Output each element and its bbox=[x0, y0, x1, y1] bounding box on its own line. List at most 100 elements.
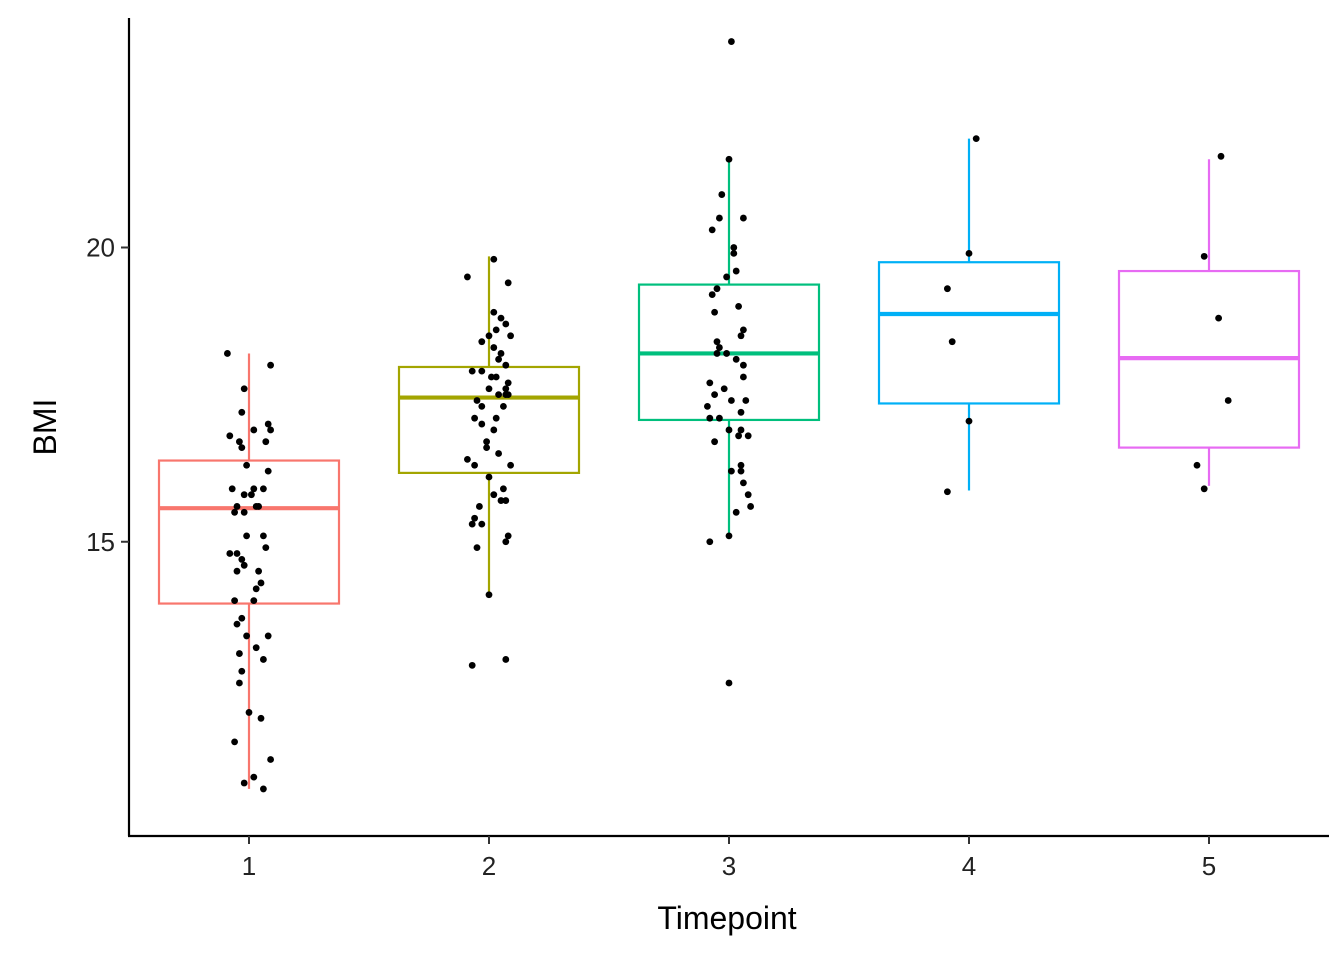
data-point bbox=[243, 532, 251, 540]
data-point bbox=[728, 397, 735, 404]
y-axis-title: BMI bbox=[27, 399, 63, 456]
data-point bbox=[243, 461, 251, 469]
data-point bbox=[231, 738, 239, 746]
data-point bbox=[236, 650, 243, 657]
data-point bbox=[238, 408, 246, 416]
data-point bbox=[502, 656, 510, 663]
data-point bbox=[744, 432, 752, 440]
data-point bbox=[718, 191, 726, 198]
data-point bbox=[243, 632, 251, 640]
data-point bbox=[725, 426, 733, 434]
boxes-layer bbox=[157, 138, 1301, 789]
data-point bbox=[473, 397, 481, 404]
data-point bbox=[264, 632, 272, 640]
data-point bbox=[740, 361, 747, 369]
data-point bbox=[478, 367, 486, 375]
data-point bbox=[257, 714, 265, 722]
x-tick-label: 1 bbox=[242, 851, 256, 881]
data-point bbox=[732, 355, 740, 363]
data-point bbox=[262, 438, 270, 446]
points-group-1 bbox=[224, 350, 274, 793]
data-point bbox=[706, 414, 714, 422]
data-point bbox=[732, 267, 740, 275]
data-point bbox=[965, 249, 973, 257]
points-group-2 bbox=[464, 255, 514, 669]
data-point bbox=[495, 450, 502, 457]
data-point bbox=[704, 403, 711, 410]
box-group-5 bbox=[1117, 159, 1301, 486]
box-group-1 bbox=[157, 353, 341, 789]
data-point bbox=[497, 314, 505, 322]
data-point bbox=[228, 485, 236, 493]
data-point bbox=[485, 591, 493, 599]
data-point bbox=[252, 585, 260, 593]
data-point bbox=[502, 538, 510, 546]
data-point bbox=[485, 473, 493, 481]
data-point bbox=[1215, 314, 1222, 322]
data-point bbox=[502, 497, 510, 504]
data-point bbox=[490, 255, 498, 263]
data-point bbox=[502, 385, 510, 393]
data-point bbox=[471, 514, 478, 522]
data-point bbox=[713, 350, 721, 357]
data-point bbox=[706, 379, 714, 387]
data-point bbox=[711, 308, 718, 316]
data-point bbox=[725, 679, 733, 687]
data-point bbox=[944, 285, 951, 293]
data-point bbox=[742, 397, 750, 404]
data-point bbox=[260, 485, 267, 493]
data-point bbox=[478, 520, 486, 528]
data-point bbox=[502, 320, 510, 328]
data-point bbox=[267, 756, 274, 763]
data-point bbox=[495, 355, 502, 363]
data-point bbox=[483, 444, 490, 451]
data-point bbox=[735, 432, 742, 440]
box-iqr bbox=[877, 261, 1061, 405]
data-point bbox=[224, 350, 231, 357]
points-group-3 bbox=[704, 38, 754, 687]
x-axis-title: Timepoint bbox=[657, 900, 796, 936]
data-point bbox=[245, 709, 253, 716]
data-point bbox=[478, 420, 486, 428]
data-point bbox=[716, 414, 723, 422]
data-point bbox=[267, 361, 274, 369]
data-point bbox=[708, 291, 716, 298]
data-point bbox=[737, 426, 745, 434]
data-point bbox=[250, 485, 258, 493]
data-point bbox=[473, 544, 481, 552]
points-group-4 bbox=[944, 135, 980, 496]
data-point bbox=[500, 403, 507, 410]
data-point bbox=[502, 391, 510, 399]
data-point bbox=[240, 779, 248, 787]
data-point bbox=[238, 667, 246, 675]
data-point bbox=[485, 332, 493, 340]
data-point bbox=[464, 455, 471, 463]
data-point bbox=[490, 426, 498, 434]
data-point bbox=[485, 385, 493, 393]
data-point bbox=[500, 485, 507, 493]
data-point bbox=[735, 302, 742, 310]
data-point bbox=[238, 444, 246, 451]
data-point bbox=[468, 520, 476, 528]
data-point bbox=[744, 491, 752, 499]
x-tick-label: 4 bbox=[962, 851, 976, 881]
data-point bbox=[713, 338, 721, 346]
box-iqr bbox=[397, 365, 581, 475]
data-point bbox=[747, 503, 754, 510]
data-point bbox=[240, 385, 248, 393]
data-point bbox=[504, 532, 512, 540]
data-point bbox=[497, 497, 505, 504]
data-point bbox=[732, 508, 740, 516]
data-point bbox=[740, 326, 747, 334]
y-tick-label: 20 bbox=[86, 233, 115, 263]
data-point bbox=[231, 508, 239, 516]
data-point bbox=[468, 661, 476, 669]
data-point bbox=[708, 226, 716, 234]
data-point bbox=[490, 491, 498, 499]
box-group-3 bbox=[637, 156, 821, 539]
data-point bbox=[723, 273, 730, 281]
data-point bbox=[1193, 461, 1201, 469]
data-point bbox=[492, 373, 500, 381]
data-point bbox=[252, 644, 260, 652]
x-tick-label: 3 bbox=[722, 851, 736, 881]
